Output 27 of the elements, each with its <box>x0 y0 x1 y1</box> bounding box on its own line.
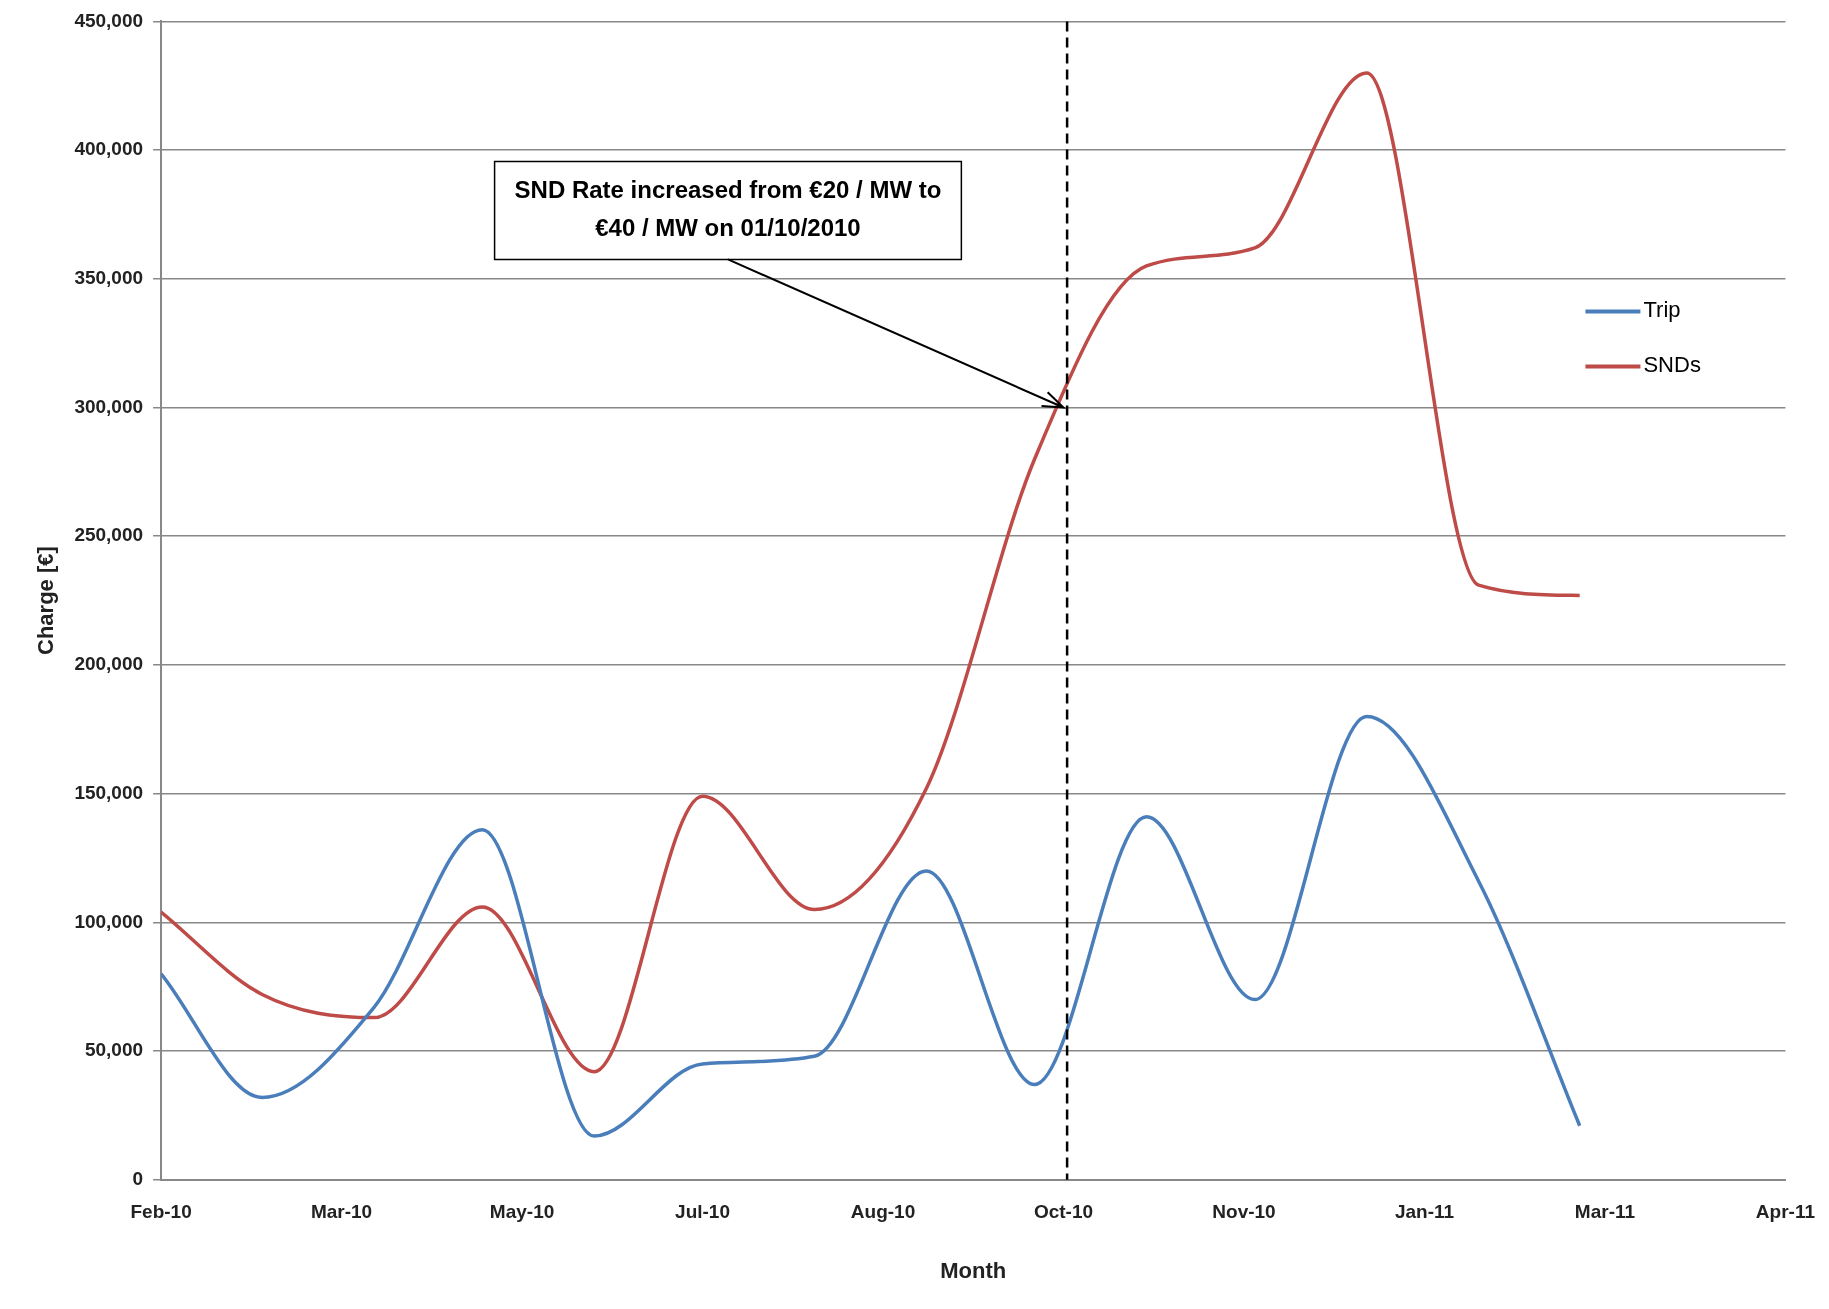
x-tick-label: Aug-10 <box>850 1201 916 1223</box>
y-tick-label: 350,000 <box>74 267 144 289</box>
legend-label: SNDs <box>1643 352 1701 378</box>
x-tick-label: Nov-10 <box>1212 1201 1276 1223</box>
y-tick-label: 100,000 <box>74 910 144 932</box>
x-tick-label: May-10 <box>489 1201 555 1223</box>
annotation: SND Rate increased from €20 / MW to €40 / MW on 01/10/2010 <box>514 176 942 242</box>
line-series <box>161 71 1582 1074</box>
y-tick-label: 400,000 <box>74 138 144 160</box>
y-tick-label: 150,000 <box>74 781 144 803</box>
y-tick-label: 200,000 <box>74 653 144 675</box>
line-series <box>161 714 1582 1138</box>
y-axis-title: Charge [€] <box>33 546 59 655</box>
x-tick-label: Jul-10 <box>675 1201 730 1223</box>
legend-label: Trip <box>1643 297 1681 323</box>
x-tick-label: Apr-11 <box>1755 1201 1816 1223</box>
x-tick-label: Oct-10 <box>1033 1201 1094 1223</box>
x-tick-label: Mar-10 <box>310 1201 373 1223</box>
y-tick-label: 250,000 <box>74 524 144 546</box>
y-tick-label: 0 <box>132 1168 144 1190</box>
x-tick-label: Feb-10 <box>130 1201 192 1223</box>
y-tick-label: 50,000 <box>84 1039 144 1061</box>
x-axis-title: Month <box>940 1257 1007 1283</box>
x-tick-label: Jan-11 <box>1394 1201 1455 1223</box>
x-tick-label: Mar-11 <box>1574 1201 1636 1223</box>
y-tick-label: 450,000 <box>74 9 144 31</box>
y-tick-label: 300,000 <box>74 395 144 417</box>
